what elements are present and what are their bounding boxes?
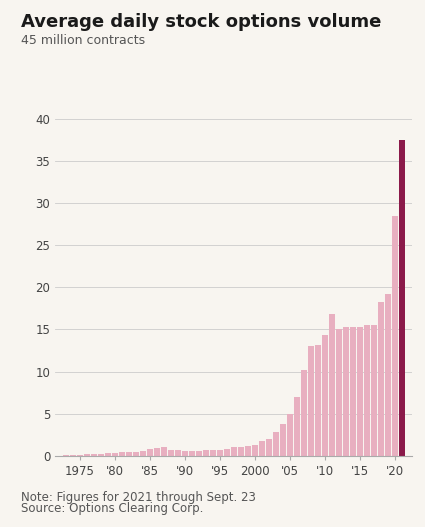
Bar <box>294 397 300 456</box>
Bar <box>245 446 251 456</box>
Bar <box>287 414 293 456</box>
Bar <box>357 327 363 456</box>
Bar <box>105 453 111 456</box>
Bar <box>350 327 356 456</box>
Bar <box>210 451 216 456</box>
Bar <box>154 448 160 456</box>
Bar <box>189 451 195 456</box>
Bar <box>378 301 384 456</box>
Bar <box>399 140 405 456</box>
Bar <box>98 454 104 456</box>
Bar <box>182 451 188 456</box>
Text: Source: Options Clearing Corp.: Source: Options Clearing Corp. <box>21 502 204 515</box>
Bar <box>343 327 349 456</box>
Text: Note: Figures for 2021 through Sept. 23: Note: Figures for 2021 through Sept. 23 <box>21 491 256 504</box>
Bar <box>392 216 398 456</box>
Bar <box>329 314 335 456</box>
Bar <box>119 452 125 456</box>
Bar <box>252 445 258 456</box>
Bar <box>217 450 223 456</box>
Bar <box>168 450 174 456</box>
Bar <box>140 451 146 456</box>
Bar <box>280 424 286 456</box>
Bar <box>259 441 265 456</box>
Bar <box>231 447 237 456</box>
Bar <box>322 335 328 456</box>
Bar <box>77 455 83 456</box>
Bar <box>315 345 321 456</box>
Bar <box>84 454 90 456</box>
Bar <box>273 432 279 456</box>
Bar <box>147 449 153 456</box>
Bar <box>70 455 76 456</box>
Bar <box>224 449 230 456</box>
Bar <box>203 450 209 456</box>
Bar <box>175 451 181 456</box>
Bar <box>385 294 391 456</box>
Bar <box>126 453 132 456</box>
Bar <box>161 447 167 456</box>
Bar <box>91 454 97 456</box>
Text: 45 million contracts: 45 million contracts <box>21 34 145 47</box>
Bar <box>196 451 202 456</box>
Bar <box>238 446 244 456</box>
Bar <box>308 346 314 456</box>
Text: Average daily stock options volume: Average daily stock options volume <box>21 13 382 31</box>
Bar <box>133 452 139 456</box>
Bar <box>336 329 342 456</box>
Bar <box>266 439 272 456</box>
Bar <box>112 453 118 456</box>
Bar <box>371 325 377 456</box>
Bar <box>301 370 307 456</box>
Bar <box>364 325 370 456</box>
